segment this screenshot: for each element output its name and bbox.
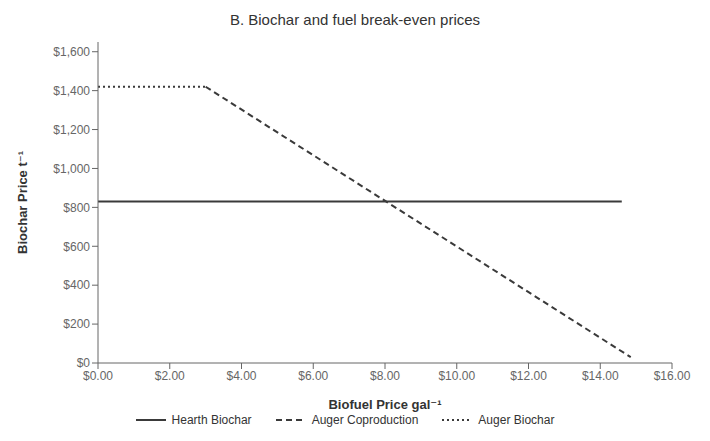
svg-text:Biofuel Price gal⁻¹: Biofuel Price gal⁻¹ xyxy=(328,397,441,412)
svg-text:$4.00: $4.00 xyxy=(226,369,256,383)
svg-text:$12.00: $12.00 xyxy=(510,369,547,383)
svg-text:$0.00: $0.00 xyxy=(83,369,113,383)
svg-text:$800: $800 xyxy=(63,201,90,215)
svg-text:$600: $600 xyxy=(63,240,90,254)
svg-text:$1,600: $1,600 xyxy=(53,45,90,59)
svg-text:$200: $200 xyxy=(63,317,90,331)
svg-text:$8.00: $8.00 xyxy=(370,369,400,383)
html-text:Auger Coproduction: Auger Coproduction xyxy=(311,413,419,427)
html-text:B. Biochar and fuel break-even: B. Biochar and fuel break-even prices xyxy=(229,11,481,28)
svg-text:$400: $400 xyxy=(63,278,90,292)
svg-text:$1,400: $1,400 xyxy=(53,84,90,98)
svg-text:$2.00: $2.00 xyxy=(155,369,185,383)
svg-text:$14.00: $14.00 xyxy=(582,369,619,383)
svg-text:$0: $0 xyxy=(77,356,91,370)
svg-text:$10.00: $10.00 xyxy=(438,369,475,383)
svg-text:$16.00: $16.00 xyxy=(654,369,691,383)
svg-text:$1,200: $1,200 xyxy=(53,123,90,137)
svg-text:$6.00: $6.00 xyxy=(298,369,328,383)
html-text:Hearth Biochar: Hearth Biochar xyxy=(171,413,252,427)
svg-text:Biochar Price t⁻¹: Biochar Price t⁻¹ xyxy=(15,151,30,254)
svg-text:$1,000: $1,000 xyxy=(53,162,90,176)
html-text:Auger Biochar: Auger Biochar xyxy=(478,413,555,427)
